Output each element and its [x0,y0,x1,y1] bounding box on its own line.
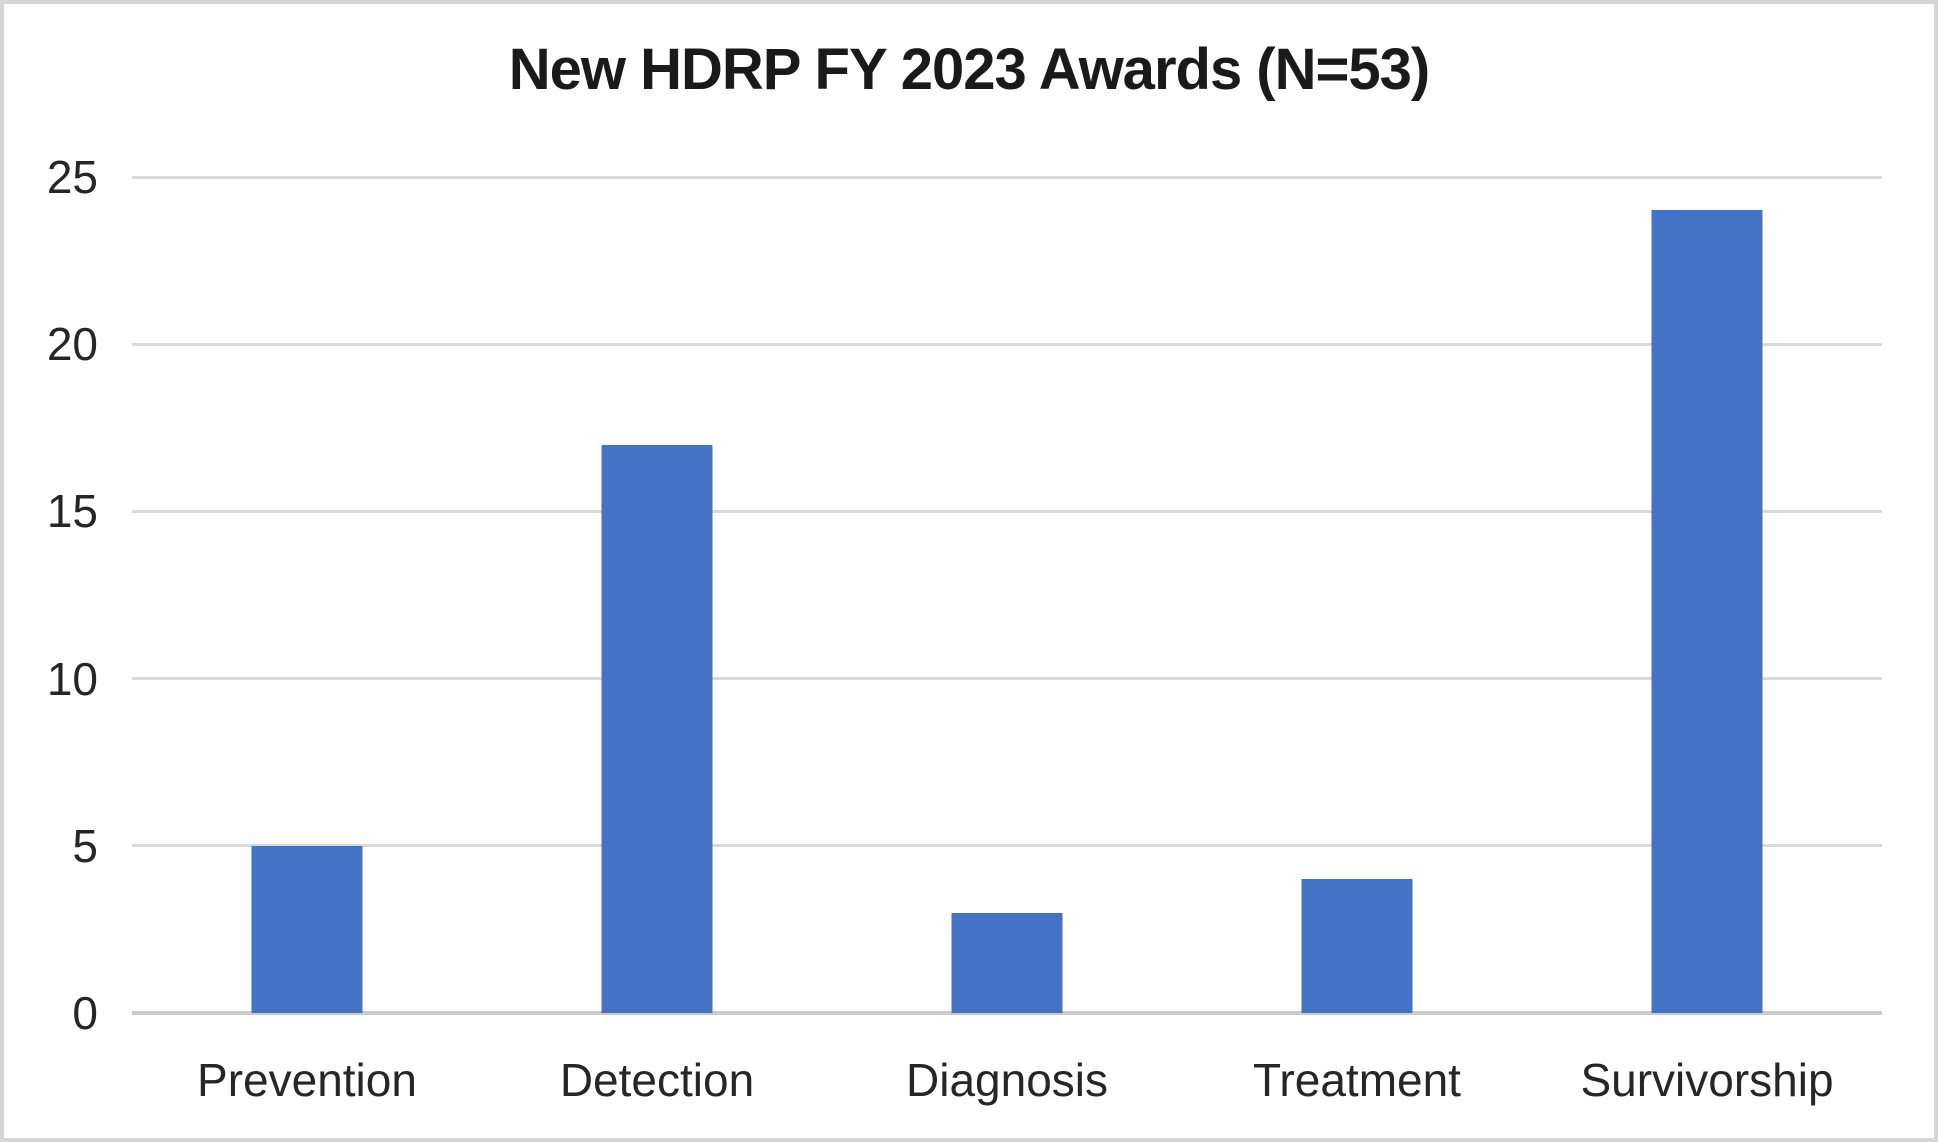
y-tick-label-25: 25 [46,151,98,203]
bar-treatment [1301,879,1413,1013]
y-tick-label-20: 20 [46,318,98,371]
bar-slot-treatment [1182,177,1532,1013]
x-axis-category-labels: Prevention Detection Diagnosis Treatment Sur… [132,1048,1882,1112]
bar-diagnosis [951,912,1063,1013]
gridline-y-5 [132,844,1882,848]
bar-prevention [251,845,363,1013]
x-tick-label-treatment: Treatment [1253,1054,1461,1106]
y-tick-label-0: 0 [72,987,98,1039]
x-tick-label-prevention: Prevention [197,1054,417,1106]
y-tick-label-15: 15 [46,485,98,538]
bar-slot-diagnosis [832,177,1182,1013]
gridline-y-25 [132,175,1882,179]
bar-slot-prevention [132,177,482,1013]
x-tick-label-detection: Detection [559,1054,755,1106]
bar-series [132,177,1882,1013]
bar-survivorship [1651,210,1763,1013]
plot-area [132,175,1882,1015]
gridline-y-15 [132,509,1882,513]
bar-detection [601,444,713,1013]
gridline-y-10 [132,677,1882,681]
y-tick-label-10: 10 [46,652,98,705]
bar-slot-detection [482,177,832,1013]
x-tick-label-diagnosis: Diagnosis [906,1054,1108,1106]
y-tick-label-5: 5 [72,819,98,872]
gridline-y-20 [132,342,1882,346]
bar-slot-survivorship [1532,177,1882,1013]
x-tick-label-survivorship: Survivorship [1580,1054,1834,1106]
y-axis-tick-labels: 0 5 10 15 20 25 [22,154,98,1036]
chart-title: New HDRP FY 2023 Awards (N=53) [508,37,1430,102]
x-axis-baseline [132,1011,1882,1015]
